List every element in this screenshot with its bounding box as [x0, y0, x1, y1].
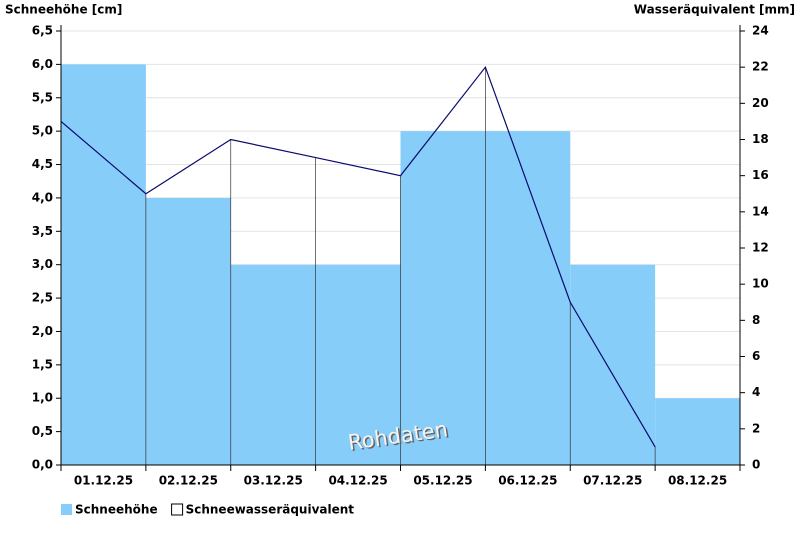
legend-label: Schneewasseräquivalent [186, 503, 355, 517]
bar [315, 264, 401, 465]
legend-label: Schneehöhe [75, 503, 158, 517]
y-tick-label: 5,0 [32, 124, 53, 138]
y-tick-label: 4,5 [32, 157, 53, 171]
x-tick-label: 05.12.25 [413, 474, 472, 488]
y-tick-label: 6,5 [32, 24, 53, 38]
bar [145, 197, 231, 465]
y-tick-label: 4,0 [32, 190, 53, 204]
y2-axis-title: Wasseräquivalent [mm] [634, 3, 795, 17]
y2-tick-label: 8 [752, 313, 760, 327]
y2-tick-label: 12 [752, 241, 769, 255]
y2-tick-label: 20 [752, 96, 769, 110]
y2-tick-label: 18 [752, 132, 769, 146]
legend-swatch [61, 504, 72, 515]
bar [230, 264, 316, 465]
y-tick-label: 2,5 [32, 291, 53, 305]
bars [61, 64, 740, 465]
y2-tick-label: 6 [752, 349, 760, 363]
y-tick-label: 2,0 [32, 324, 53, 338]
x-tick-label: 03.12.25 [244, 474, 303, 488]
y2-tick-label: 2 [752, 421, 760, 435]
y2-tick-label: 14 [752, 204, 769, 218]
y2-tick-label: 10 [752, 277, 769, 291]
bar [400, 131, 486, 465]
y2-tick-label: 4 [752, 385, 760, 399]
y2-tick-label: 24 [752, 24, 769, 38]
y2-tick-label: 16 [752, 168, 769, 182]
x-tick-label: 01.12.25 [74, 474, 133, 488]
legend-swatch [171, 503, 184, 516]
y2-tick-label: 22 [752, 60, 769, 74]
y-tick-label: 1,5 [32, 357, 53, 371]
bar [485, 131, 571, 465]
x-tick-label: 06.12.25 [498, 474, 557, 488]
y-tick-label: 1,0 [32, 391, 53, 405]
y2-tick-label: 0 [752, 458, 760, 472]
y-tick-label: 3,5 [32, 224, 53, 238]
y-tick-label: 3,0 [32, 257, 53, 271]
x-tick-label: 04.12.25 [328, 474, 387, 488]
y-tick-label: 6,0 [32, 57, 53, 71]
axes: 0,0 0,5 1,0 1,5 2,0 2,5 3,0 3,5 4,0 4,5 5,0 5,5 6,0 6… [32, 24, 769, 488]
y-tick-label: 0,5 [32, 424, 53, 438]
line [60, 65, 656, 448]
y-tick-label: 0,0 [32, 458, 53, 472]
y-axis-title: Schneehöhe [cm] [5, 3, 122, 17]
bar [61, 64, 146, 465]
x-tick-label: 02.12.25 [159, 474, 218, 488]
y-tick-label: 5,5 [32, 90, 53, 104]
bar [655, 398, 740, 465]
x-tick-label: 08.12.25 [668, 474, 727, 488]
x-tick-label: 07.12.25 [583, 474, 642, 488]
bar [570, 264, 656, 465]
